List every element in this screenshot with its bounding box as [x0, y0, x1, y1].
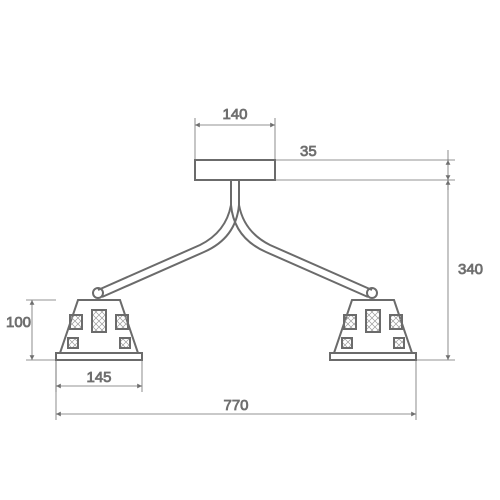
dim-overall-height: 340 — [458, 261, 483, 278]
shade-right — [330, 300, 416, 360]
dim-overall-width: 770 — [223, 397, 248, 414]
dimensions: 140 35 340 100 100 145 770 — [6, 106, 483, 420]
dim-canopy-height: 35 — [300, 143, 317, 160]
dim-top-width: 140 — [222, 106, 247, 123]
dim-shade-height-h: 100 — [6, 314, 31, 331]
lamp-outline — [93, 160, 377, 298]
shade-left — [56, 300, 142, 360]
dim-shade-width: 145 — [86, 369, 111, 386]
lamp-technical-drawing: 140 35 340 100 100 145 770 — [0, 0, 500, 500]
